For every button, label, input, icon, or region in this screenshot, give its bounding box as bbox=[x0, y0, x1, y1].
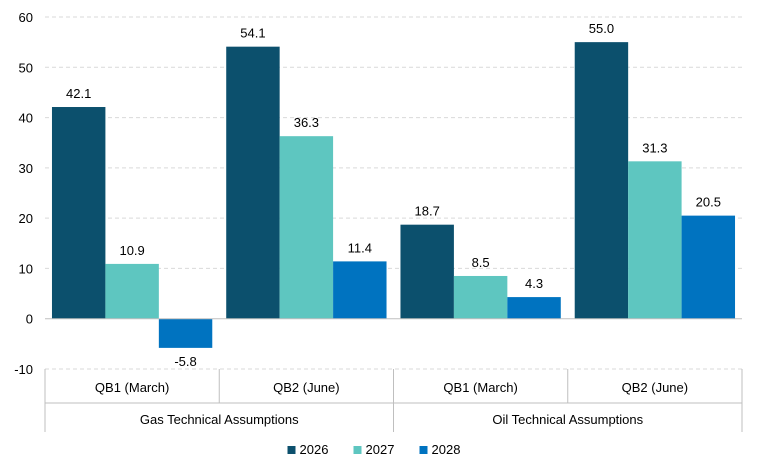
data-label: 8.5 bbox=[472, 255, 490, 270]
data-label: -5.8 bbox=[174, 354, 196, 369]
data-label: 54.1 bbox=[240, 26, 265, 41]
bar-2028 bbox=[333, 261, 387, 319]
bar-2027 bbox=[279, 136, 334, 319]
legend-swatch-2028 bbox=[419, 446, 428, 454]
data-label: 20.5 bbox=[696, 195, 721, 210]
y-tick-label: 10 bbox=[19, 261, 33, 276]
y-tick-label: 60 bbox=[19, 10, 33, 25]
data-label: 42.1 bbox=[66, 86, 91, 101]
group-label: Oil Technical Assumptions bbox=[492, 412, 643, 427]
category-label: QB2 (June) bbox=[273, 380, 339, 395]
data-label: 10.9 bbox=[119, 243, 144, 258]
bar-2028 bbox=[681, 215, 736, 319]
data-label: 55.0 bbox=[589, 21, 614, 36]
legend-label: 2028 bbox=[432, 442, 461, 457]
legend-swatch-2026 bbox=[287, 446, 296, 454]
data-label: 36.3 bbox=[294, 115, 319, 130]
bar-2026 bbox=[226, 46, 280, 319]
y-tick-label: 30 bbox=[19, 161, 33, 176]
bar-2028 bbox=[158, 318, 213, 348]
bar-2026 bbox=[51, 107, 106, 319]
legend-label: 2027 bbox=[366, 442, 395, 457]
y-tick-label: -10 bbox=[14, 362, 33, 377]
legend-label: 2026 bbox=[300, 442, 329, 457]
y-tick-label: 40 bbox=[19, 111, 33, 126]
bar-2026 bbox=[400, 224, 454, 319]
y-tick-label: 0 bbox=[26, 312, 33, 327]
bar-2026 bbox=[574, 42, 629, 319]
data-label: 11.4 bbox=[348, 240, 372, 255]
category-label: QB1 (March) bbox=[443, 380, 517, 395]
category-label: QB1 (March) bbox=[95, 380, 169, 395]
group-label: Gas Technical Assumptions bbox=[140, 412, 299, 427]
data-label: 31.3 bbox=[642, 140, 667, 155]
category-label: QB2 (June) bbox=[622, 380, 688, 395]
data-label: 4.3 bbox=[525, 276, 543, 291]
legend-swatch-2027 bbox=[353, 446, 362, 454]
bar-2027 bbox=[453, 275, 508, 319]
y-tick-label: 20 bbox=[19, 211, 33, 226]
bar-2028 bbox=[507, 297, 561, 319]
bar-2027 bbox=[105, 263, 159, 319]
bar-2027 bbox=[628, 161, 682, 319]
data-label: 18.7 bbox=[415, 204, 440, 219]
y-tick-label: 50 bbox=[19, 60, 33, 75]
